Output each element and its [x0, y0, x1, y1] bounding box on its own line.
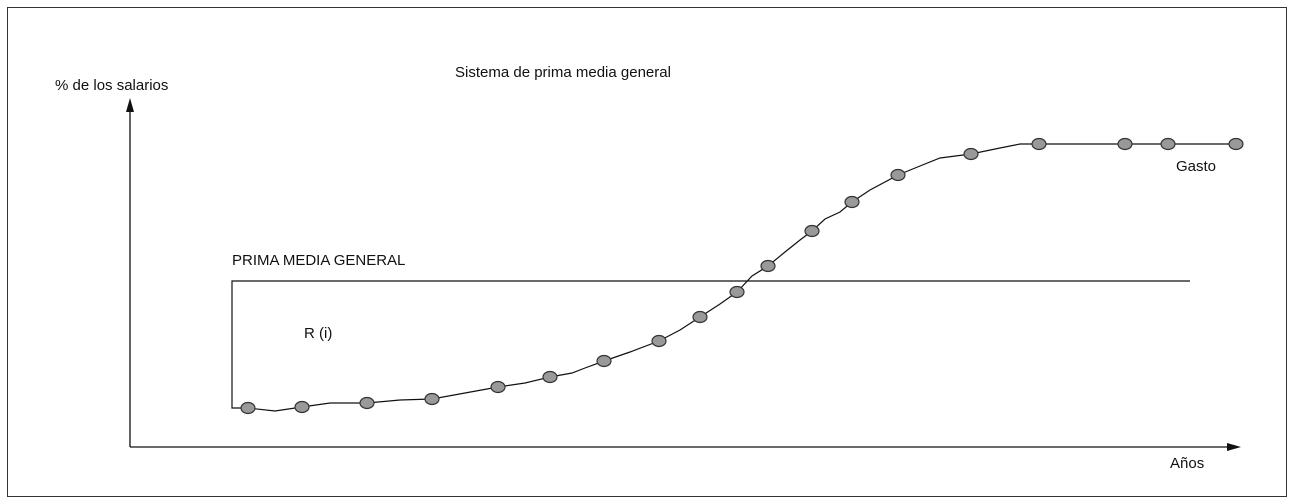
x-axis-arrow-icon: [1227, 443, 1241, 451]
gasto-marker: [844, 195, 860, 209]
gasto-marker: [1160, 137, 1176, 151]
level-label: PRIMA MEDIA GENERAL: [232, 252, 405, 269]
gasto-marker: [490, 380, 506, 394]
gasto-marker: [359, 396, 375, 410]
gasto-marker: [963, 147, 979, 161]
gasto-marker: [542, 370, 558, 384]
gasto-marker: [729, 285, 745, 299]
gasto-marker: [1228, 137, 1244, 151]
prima-media-general-line: [231, 280, 1190, 409]
gasto-marker: [294, 400, 310, 414]
gasto-marker: [596, 354, 612, 368]
gasto-marker: [651, 334, 667, 348]
gasto-marker: [692, 310, 708, 324]
gasto-marker: [804, 224, 820, 238]
gasto-marker: [890, 168, 906, 182]
curve-label: Gasto: [1176, 158, 1216, 175]
gasto-marker: [240, 401, 256, 415]
gasto-marker: [424, 392, 440, 406]
gasto-marker: [760, 259, 776, 273]
x-axis-label: Años: [1170, 455, 1204, 472]
y-axis-label: % de los salarios: [55, 77, 168, 94]
diagram-frame: [7, 7, 1287, 497]
gasto-curve: [247, 143, 1236, 412]
gasto-markers: [240, 137, 1244, 415]
region-label: R (i): [304, 325, 332, 342]
diagram-title: Sistema de prima media general: [455, 64, 671, 81]
gasto-marker: [1031, 137, 1047, 151]
y-axis-arrow-icon: [126, 98, 134, 112]
gasto-marker: [1117, 137, 1133, 151]
